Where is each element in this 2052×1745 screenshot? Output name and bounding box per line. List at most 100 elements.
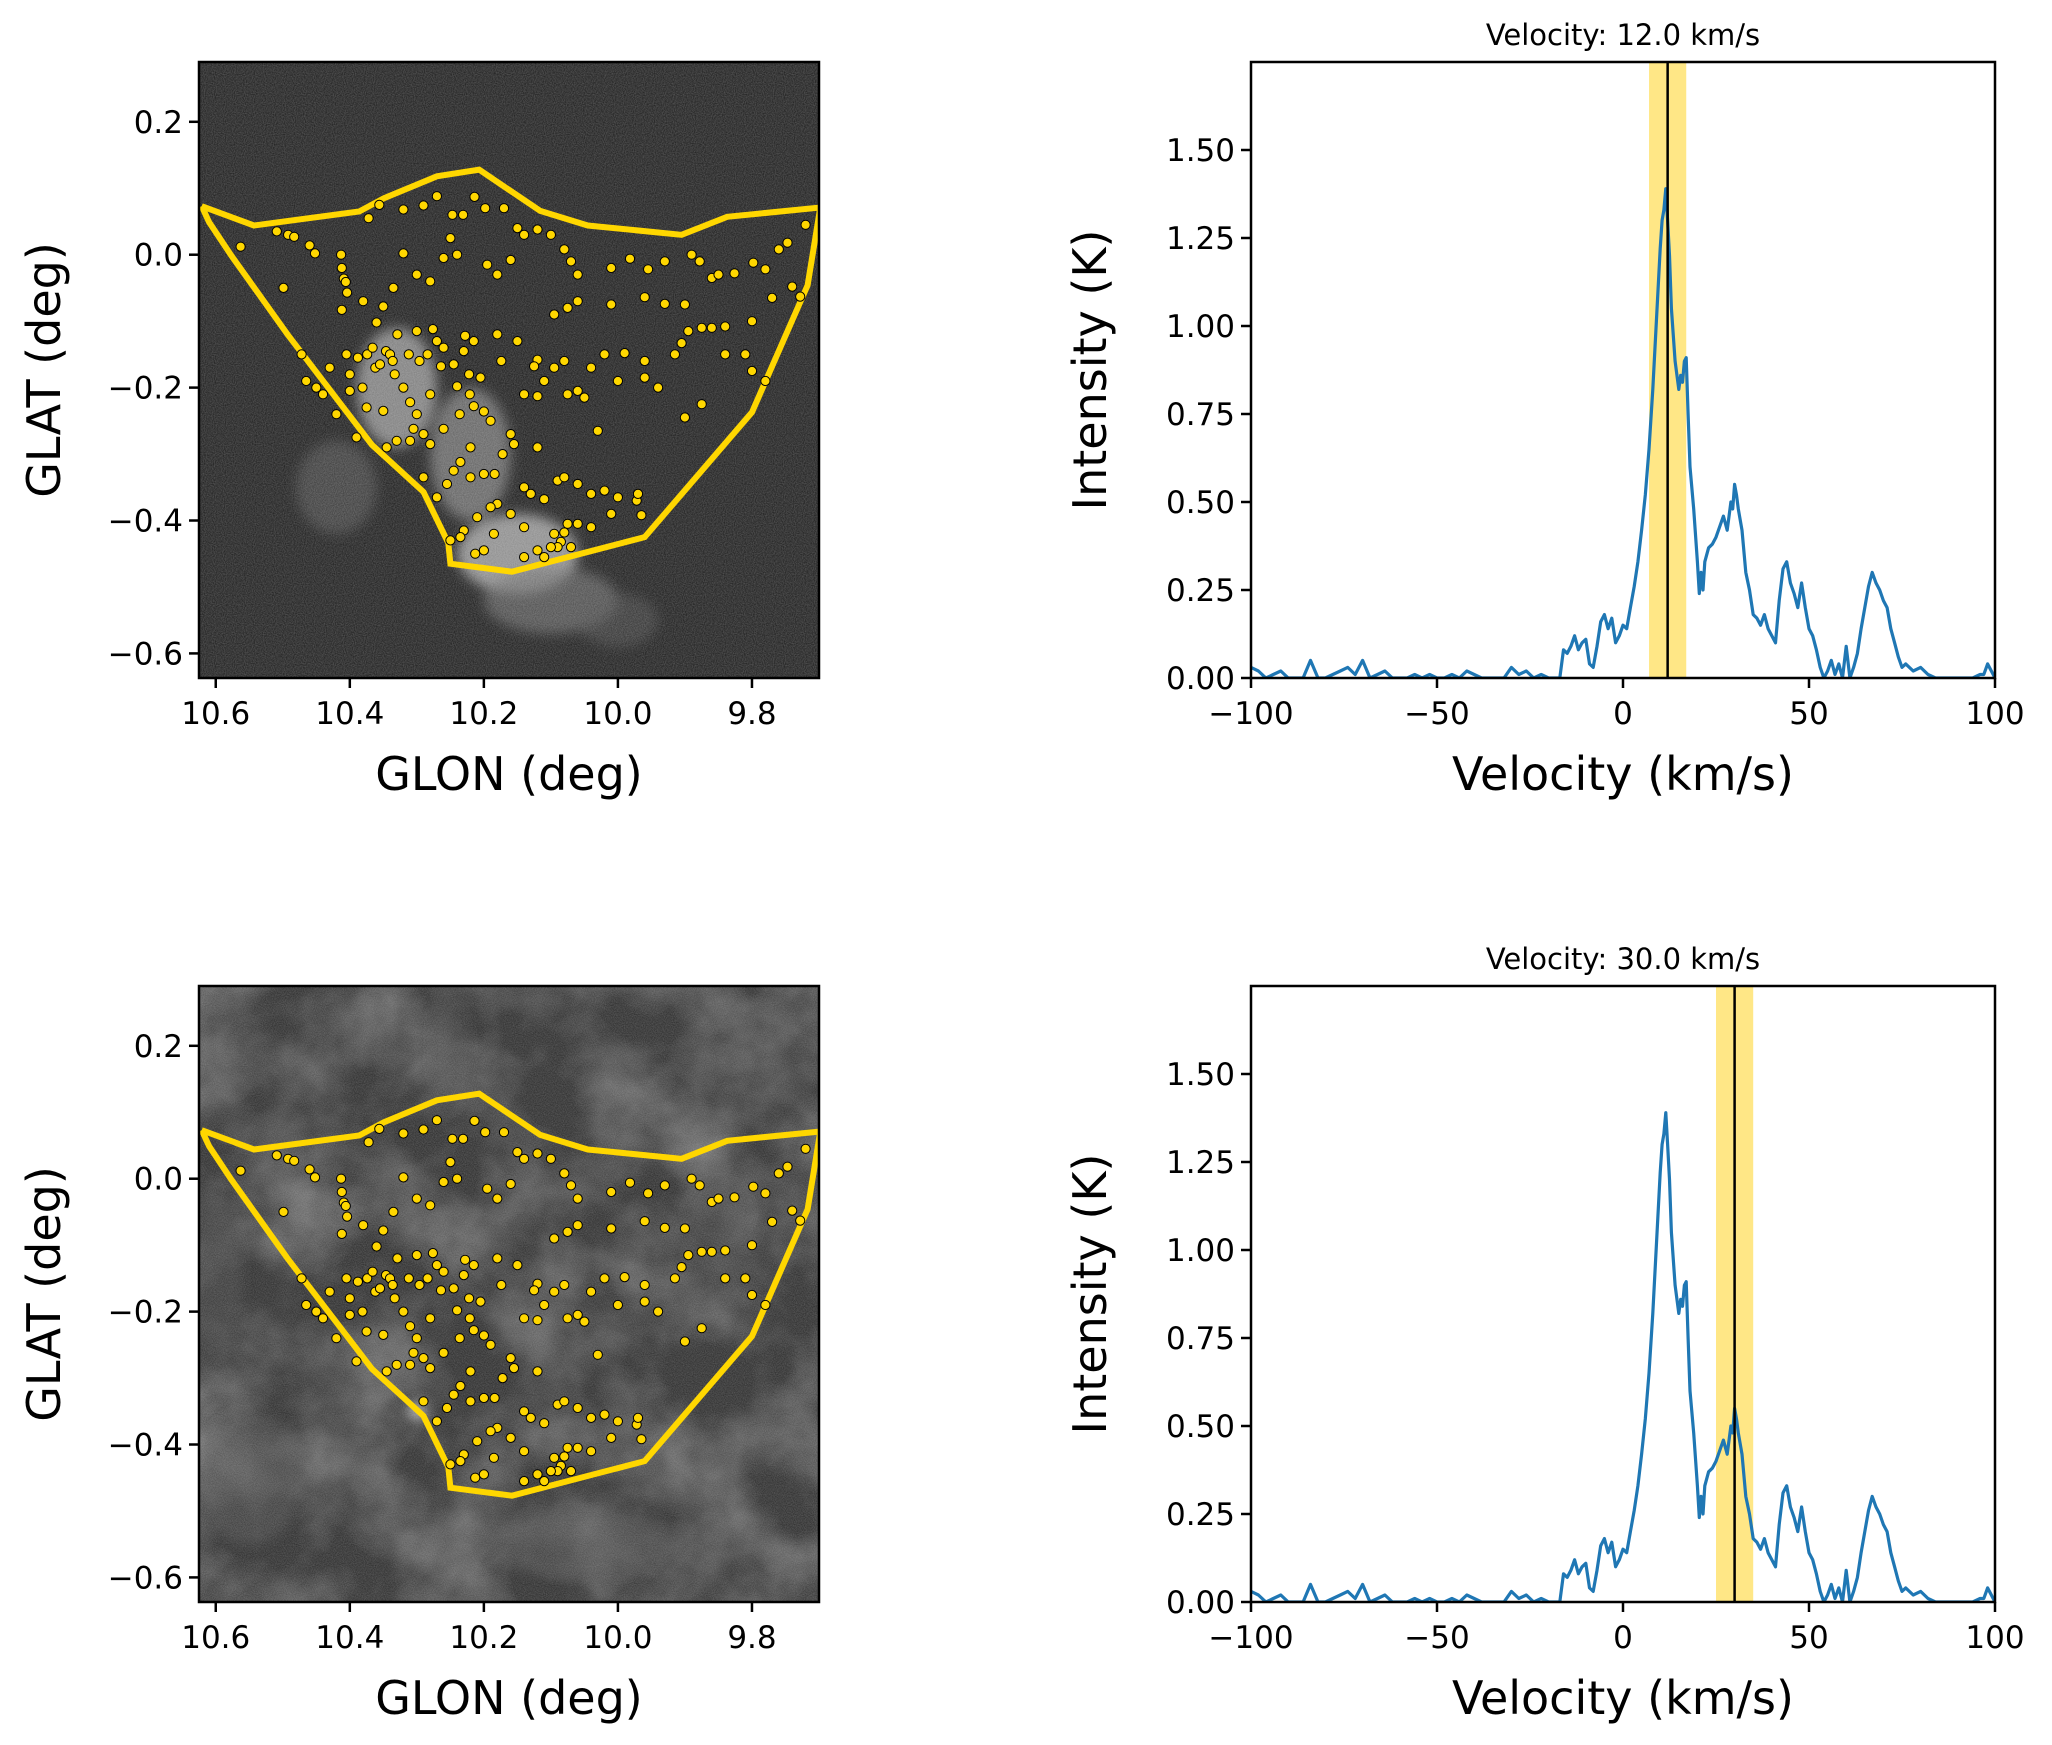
source-point bbox=[519, 482, 530, 493]
source-point bbox=[431, 492, 442, 503]
source-point bbox=[746, 365, 758, 377]
source-point bbox=[398, 1172, 409, 1183]
y-tick-label: 0.2 bbox=[134, 1029, 183, 1065]
source-points bbox=[235, 191, 811, 563]
source-point bbox=[559, 1451, 570, 1462]
source-point bbox=[549, 309, 560, 320]
map-noise bbox=[199, 986, 819, 1602]
source-point bbox=[586, 1286, 597, 1297]
source-point bbox=[478, 1330, 489, 1341]
source-point bbox=[740, 1273, 751, 1284]
source-point bbox=[331, 1333, 342, 1344]
y-tick-label: −0.4 bbox=[108, 504, 183, 540]
source-point bbox=[435, 361, 447, 372]
source-point bbox=[559, 1396, 570, 1407]
source-point bbox=[532, 545, 543, 556]
source-point bbox=[464, 389, 475, 400]
source-point bbox=[549, 362, 560, 373]
source-point bbox=[392, 1253, 403, 1264]
source-point bbox=[344, 1293, 355, 1304]
source-point bbox=[455, 532, 466, 543]
source-point bbox=[405, 1321, 416, 1332]
source-point bbox=[438, 342, 449, 353]
source-point bbox=[489, 1392, 500, 1404]
x-axis-label: Velocity (km/s) bbox=[1452, 1671, 1794, 1725]
source-point bbox=[505, 254, 516, 266]
source-point bbox=[706, 1246, 717, 1257]
x-tick-label: 100 bbox=[1965, 1620, 2024, 1656]
source-point bbox=[418, 429, 429, 440]
source-point bbox=[519, 1446, 530, 1457]
source-point bbox=[362, 1273, 373, 1284]
source-point bbox=[559, 1279, 570, 1291]
source-point bbox=[358, 1220, 369, 1231]
map-frame bbox=[197, 60, 821, 680]
source-point bbox=[505, 508, 516, 520]
source-point bbox=[374, 359, 386, 370]
source-point bbox=[512, 336, 523, 347]
source-point bbox=[431, 1260, 442, 1271]
source-point bbox=[696, 1246, 707, 1257]
source-point bbox=[398, 248, 409, 259]
source-point bbox=[478, 1392, 489, 1404]
source-point bbox=[512, 1260, 523, 1271]
source-point bbox=[760, 1188, 771, 1199]
source-point bbox=[773, 1168, 784, 1179]
source-point bbox=[545, 229, 557, 240]
source-point bbox=[448, 359, 459, 370]
y-tick-label: 0.00 bbox=[1166, 1585, 1235, 1621]
source-point bbox=[418, 1124, 429, 1135]
source-point bbox=[309, 1172, 321, 1183]
source-point bbox=[485, 1339, 496, 1350]
source-point bbox=[619, 348, 630, 359]
source-point bbox=[659, 256, 670, 267]
source-point bbox=[679, 412, 691, 423]
source-point bbox=[469, 191, 480, 202]
source-point bbox=[378, 1225, 389, 1236]
x-axis-label: GLON (deg) bbox=[375, 1671, 642, 1725]
source-point bbox=[639, 355, 650, 367]
source-point bbox=[572, 296, 583, 307]
source-point bbox=[438, 1347, 449, 1358]
source-point bbox=[431, 1416, 442, 1427]
y-axis-label: Intensity (K) bbox=[1063, 1154, 1117, 1435]
source-point bbox=[301, 1299, 312, 1311]
source-point bbox=[448, 1389, 459, 1400]
source-point bbox=[592, 425, 603, 436]
map-frame bbox=[197, 984, 821, 1604]
x-tick-label: 100 bbox=[1965, 696, 2024, 732]
source-point bbox=[643, 264, 654, 275]
source-point bbox=[455, 456, 466, 468]
source-point bbox=[498, 1127, 510, 1138]
source-point bbox=[336, 1228, 347, 1240]
y-axis-label: Intensity (K) bbox=[1063, 230, 1117, 511]
source-point bbox=[795, 1215, 806, 1226]
source-points bbox=[235, 1115, 811, 1487]
source-point bbox=[549, 1452, 560, 1463]
source-point bbox=[659, 1222, 670, 1234]
source-point bbox=[800, 1143, 811, 1154]
source-point bbox=[529, 361, 540, 372]
source-point bbox=[488, 528, 499, 539]
region-polygon bbox=[199, 1090, 819, 1499]
source-point bbox=[696, 399, 707, 410]
source-point bbox=[512, 223, 523, 234]
source-point bbox=[278, 282, 289, 293]
source-point bbox=[391, 1359, 402, 1370]
source-point bbox=[342, 287, 353, 298]
source-point bbox=[289, 231, 300, 242]
spectrum-line bbox=[1251, 187, 1995, 678]
source-point bbox=[358, 296, 369, 307]
source-point bbox=[639, 1279, 650, 1291]
source-point bbox=[438, 1266, 449, 1277]
source-point bbox=[371, 1241, 382, 1252]
plot-frame bbox=[1249, 60, 1997, 680]
source-point bbox=[782, 1161, 793, 1172]
source-point bbox=[686, 1173, 697, 1184]
source-point bbox=[340, 1200, 351, 1212]
source-point bbox=[411, 1250, 422, 1261]
source-point bbox=[624, 1177, 636, 1188]
source-point bbox=[405, 397, 416, 408]
source-point bbox=[374, 1123, 385, 1135]
source-point bbox=[683, 326, 694, 337]
